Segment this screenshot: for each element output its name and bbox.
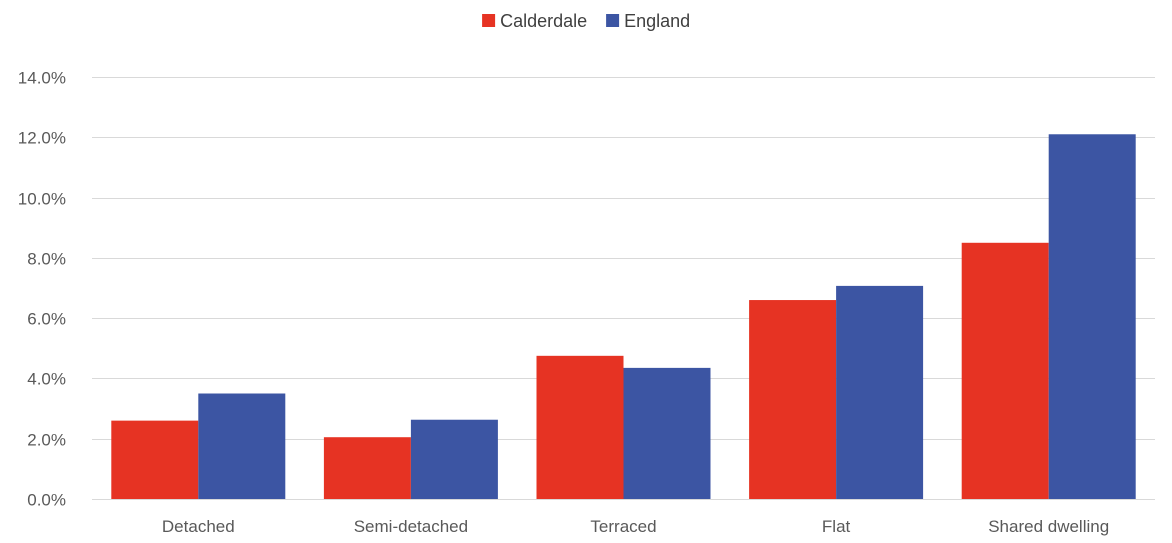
y-tick-label: 10.0% (18, 190, 66, 209)
x-tick-label: Shared dwelling (988, 517, 1109, 536)
bar-calderdale-semi-detached (323, 437, 411, 499)
y-tick-label: 8.0% (27, 250, 66, 269)
bar-calderdale-shared-dwelling (961, 242, 1049, 500)
y-tick-label: 2.0% (27, 431, 66, 450)
legend-swatch-calderdale (482, 14, 496, 27)
y-axis-tick-labels: 0.0% 2.0% 4.0% 6.0% 8.0% 10.0% 12.0% 14.0% (18, 69, 66, 510)
x-axis-tick-labels: Detached Semi-detached Terraced Flat Shared … (162, 517, 1109, 536)
y-tick-label: 14.0% (18, 69, 66, 88)
bar-england-terraced (623, 367, 711, 499)
gridlines (92, 77, 1155, 440)
bar-calderdale-flat (749, 300, 837, 499)
y-tick-label: 12.0% (18, 129, 66, 148)
x-tick-label: Detached (162, 517, 235, 536)
bar-calderdale-detached (111, 420, 199, 499)
y-tick-label: 0.0% (27, 491, 66, 510)
legend-label-calderdale: Calderdale (500, 11, 587, 31)
bar-england-flat (836, 285, 924, 499)
x-tick-label: Flat (822, 517, 851, 536)
bar-calderdale-terraced (536, 355, 624, 499)
bar-england-semi-detached (410, 419, 498, 499)
bars (111, 134, 1136, 500)
bar-england-shared-dwelling (1048, 134, 1136, 499)
legend-swatch-england (606, 14, 620, 27)
x-tick-label: Terraced (590, 517, 656, 536)
y-tick-label: 6.0% (27, 310, 66, 329)
y-tick-label: 4.0% (27, 370, 66, 389)
legend: Calderdale England (482, 11, 690, 31)
x-tick-label: Semi-detached (354, 517, 468, 536)
legend-label-england: England (624, 11, 690, 31)
bar-england-detached (198, 393, 286, 499)
